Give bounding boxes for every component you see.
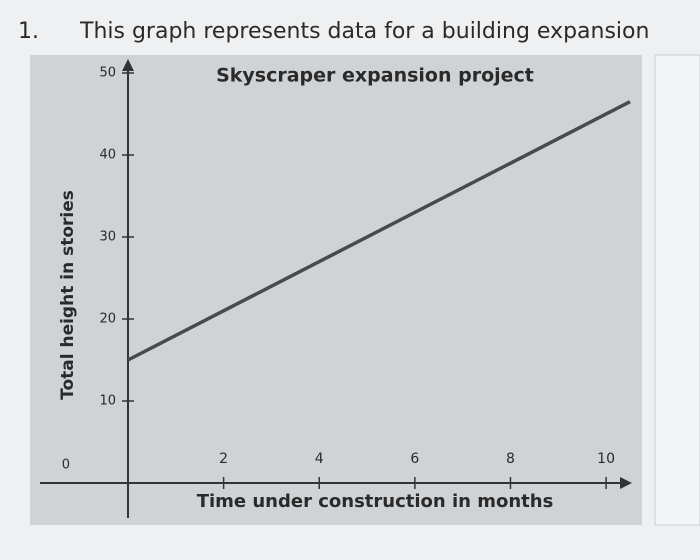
x-axis-arrow: [620, 477, 632, 489]
y-axis-label: Total height in stories: [58, 190, 78, 400]
x-tick-label: 8: [506, 451, 515, 467]
x-tick-label: 2: [219, 451, 228, 467]
x-axis-label: Time under construction in months: [197, 491, 554, 512]
chart-title: Skyscraper expansion project: [216, 65, 534, 87]
y-axis-arrow: [122, 59, 134, 71]
question-text: This graph represents data for a buildin…: [79, 19, 649, 44]
y-tick-label: 0: [62, 458, 70, 473]
x-tick-label: 6: [410, 451, 419, 467]
y-tick-label: 10: [99, 394, 116, 409]
y-tick-label: 40: [99, 148, 116, 163]
y-tick-label: 50: [99, 66, 116, 81]
y-tick-label: 30: [99, 230, 116, 245]
x-tick-label: 4: [315, 451, 324, 467]
data-line: [127, 100, 631, 362]
y-tick-label: 20: [99, 312, 116, 327]
x-tick-label: 10: [597, 451, 615, 467]
question-number: 1.: [18, 19, 39, 44]
chart-panel: [30, 55, 642, 525]
side-box: [654, 54, 700, 526]
